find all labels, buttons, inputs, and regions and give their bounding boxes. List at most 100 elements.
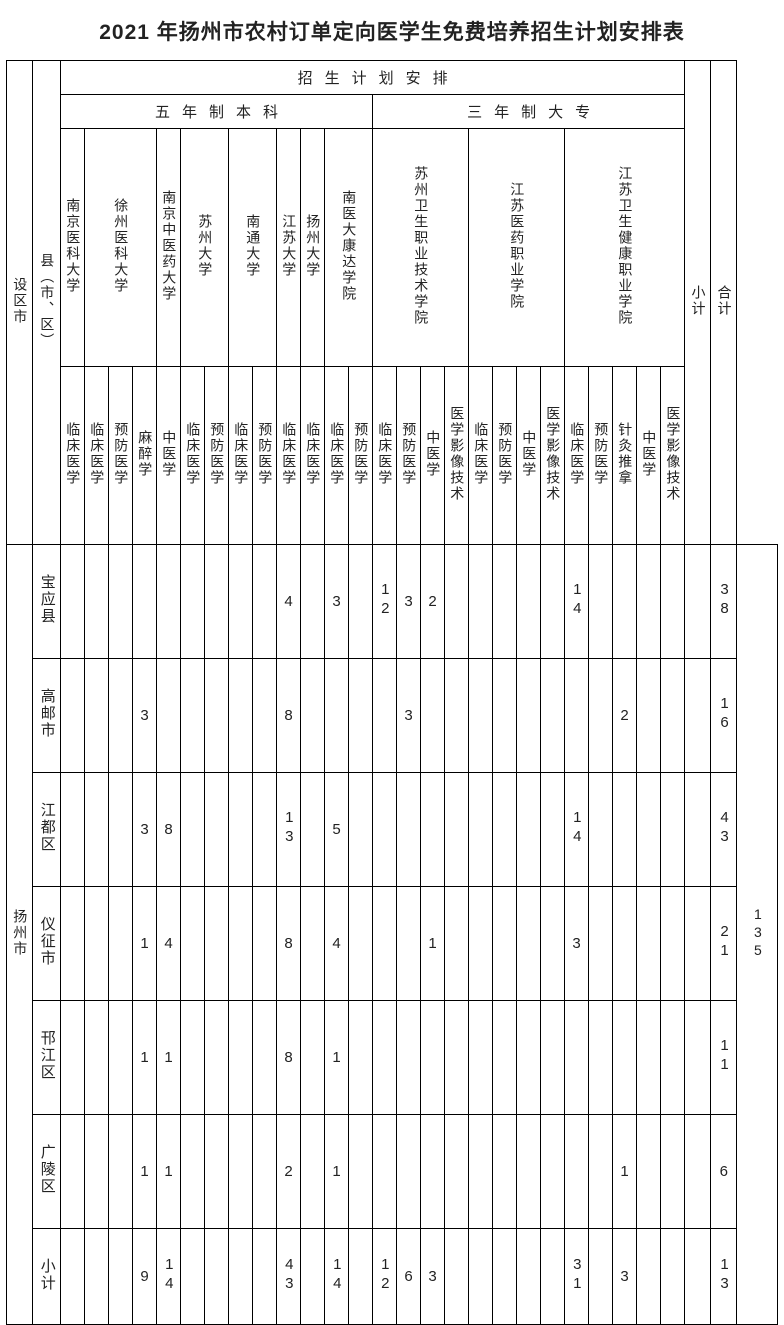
hdr-major: 医学影像技术 <box>661 367 685 545</box>
city-cell: 扬州市 <box>7 545 33 1325</box>
data-cell <box>109 545 133 659</box>
data-cell <box>61 659 85 773</box>
hdr-univ-10: 江苏医药职业学院 <box>469 129 565 367</box>
data-cell <box>85 1001 109 1115</box>
data-cell <box>637 659 661 773</box>
data-cell <box>253 1001 277 1115</box>
row-subtotal: 11 <box>711 1001 737 1115</box>
data-cell <box>613 773 637 887</box>
subtotal-cell <box>109 1229 133 1325</box>
data-cell <box>253 773 277 887</box>
data-cell <box>661 1115 685 1229</box>
data-cell <box>109 887 133 1001</box>
page-title: 2021 年扬州市农村订单定向医学生免费培养招生计划安排表 <box>0 0 784 60</box>
data-cell <box>613 545 637 659</box>
data-cell <box>229 659 253 773</box>
data-cell <box>301 887 325 1001</box>
subtotal-cell <box>205 1229 229 1325</box>
data-cell <box>685 1001 711 1115</box>
data-cell: 8 <box>277 1001 301 1115</box>
data-cell <box>685 545 711 659</box>
data-cell <box>685 659 711 773</box>
data-cell <box>205 1115 229 1229</box>
data-cell <box>469 545 493 659</box>
data-cell <box>685 1115 711 1229</box>
data-cell <box>637 773 661 887</box>
data-cell <box>421 1115 445 1229</box>
hdr-major: 医学影像技术 <box>541 367 565 545</box>
data-cell <box>109 1001 133 1115</box>
hdr-major: 临床医学 <box>565 367 589 545</box>
county-cell: 仪征市 <box>33 887 61 1001</box>
data-cell: 2 <box>613 659 637 773</box>
data-cell <box>373 887 397 1001</box>
data-cell: 4 <box>325 887 349 1001</box>
data-cell <box>445 1115 469 1229</box>
subtotal-cell <box>637 1229 661 1325</box>
hdr-major: 临床医学 <box>181 367 205 545</box>
row-subtotal: 6 <box>711 1115 737 1229</box>
hdr-county: 县（市、区） <box>33 61 61 545</box>
data-cell: 1 <box>133 1001 157 1115</box>
data-cell <box>661 659 685 773</box>
data-cell <box>229 887 253 1001</box>
hdr-univ-6: 江苏大学 <box>277 129 301 367</box>
hdr-major: 临床医学 <box>325 367 349 545</box>
data-cell <box>445 1001 469 1115</box>
hdr-major: 预防医学 <box>349 367 373 545</box>
hdr-major: 中医学 <box>421 367 445 545</box>
data-cell <box>613 1001 637 1115</box>
data-cell: 3 <box>325 545 349 659</box>
data-cell <box>589 887 613 1001</box>
data-cell <box>493 659 517 773</box>
data-cell <box>685 887 711 1001</box>
data-cell <box>373 1115 397 1229</box>
data-cell <box>349 887 373 1001</box>
subtotal-cell: 14 <box>157 1229 181 1325</box>
data-cell <box>301 659 325 773</box>
hdr-major: 预防医学 <box>397 367 421 545</box>
data-cell: 1 <box>613 1115 637 1229</box>
data-cell <box>493 887 517 1001</box>
data-cell <box>349 1001 373 1115</box>
data-cell: 8 <box>277 659 301 773</box>
data-cell <box>565 1115 589 1229</box>
data-cell: 3 <box>397 659 421 773</box>
data-cell <box>61 773 85 887</box>
data-cell <box>349 1115 373 1229</box>
data-cell <box>469 1115 493 1229</box>
subtotal-cell <box>445 1229 469 1325</box>
hdr-univ-8: 南医大康达学院 <box>325 129 373 367</box>
data-cell <box>445 773 469 887</box>
data-cell <box>685 773 711 887</box>
hdr-major: 预防医学 <box>589 367 613 545</box>
subtotal-cell <box>61 1229 85 1325</box>
hdr-major: 针灸推拿 <box>613 367 637 545</box>
data-cell <box>85 887 109 1001</box>
data-cell <box>61 887 85 1001</box>
data-cell <box>349 659 373 773</box>
hdr-major: 预防医学 <box>205 367 229 545</box>
data-cell: 3 <box>133 659 157 773</box>
subtotal-cell <box>493 1229 517 1325</box>
data-cell: 5 <box>325 773 349 887</box>
data-cell <box>661 1001 685 1115</box>
data-cell <box>109 1115 133 1229</box>
data-cell: 1 <box>325 1001 349 1115</box>
grand-total: 135 <box>737 545 778 1325</box>
data-cell <box>589 1115 613 1229</box>
data-cell: 2 <box>277 1115 301 1229</box>
data-cell: 14 <box>565 773 589 887</box>
data-cell: 4 <box>277 545 301 659</box>
data-cell <box>373 1001 397 1115</box>
subtotal-cell: 3 <box>421 1229 445 1325</box>
data-cell <box>541 659 565 773</box>
subtotal-cell <box>661 1229 685 1325</box>
row-subtotal: 38 <box>711 545 737 659</box>
county-cell: 高邮市 <box>33 659 61 773</box>
data-cell <box>61 1115 85 1229</box>
data-cell <box>61 1001 85 1115</box>
data-cell <box>181 773 205 887</box>
hdr-major: 临床医学 <box>373 367 397 545</box>
hdr-major: 中医学 <box>157 367 181 545</box>
